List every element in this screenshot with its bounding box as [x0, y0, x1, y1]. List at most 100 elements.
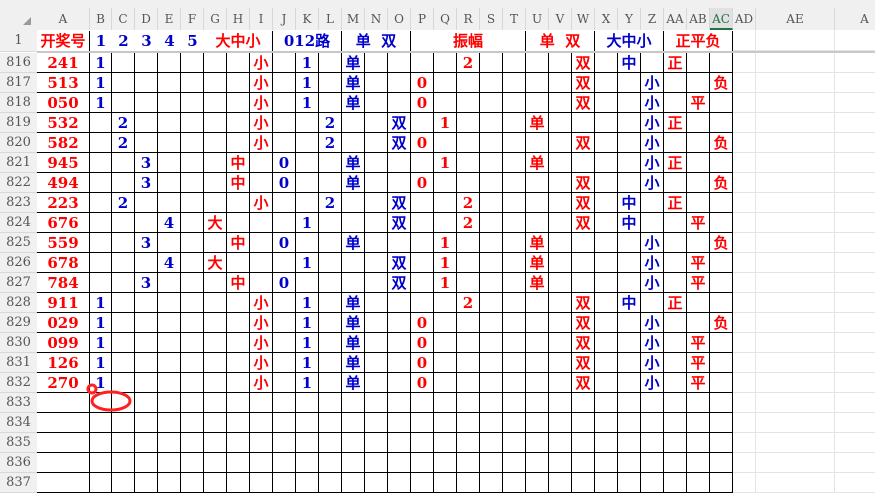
cell-z835[interactable]: [641, 433, 664, 453]
cell-u817[interactable]: [526, 73, 549, 93]
cell-aa824[interactable]: [664, 213, 687, 233]
cell-j826[interactable]: [273, 253, 296, 273]
cell-e836[interactable]: [158, 453, 181, 473]
cell-r836[interactable]: [457, 453, 480, 473]
cell-o832[interactable]: [388, 373, 411, 393]
cell-i836[interactable]: [250, 453, 273, 473]
cell-a826[interactable]: 678: [37, 253, 90, 273]
cell-ab832[interactable]: 平: [687, 373, 710, 393]
cell-a834[interactable]: [37, 413, 90, 433]
column-header-ad[interactable]: AD: [733, 8, 756, 30]
cell-j816[interactable]: [273, 53, 296, 73]
row-header-825[interactable]: 825: [0, 233, 37, 253]
cell-b825[interactable]: [90, 233, 112, 253]
cell-f826[interactable]: [181, 253, 204, 273]
cell-w822[interactable]: 双: [572, 173, 595, 193]
cell-h824[interactable]: [227, 213, 250, 233]
cell-a824[interactable]: [835, 213, 875, 233]
cell-aa836[interactable]: [664, 453, 687, 473]
cell-b819[interactable]: [90, 113, 112, 133]
cell-u832[interactable]: [526, 373, 549, 393]
cell-m829[interactable]: 单: [342, 313, 365, 333]
cell-ac831[interactable]: [710, 353, 733, 373]
cell-d824[interactable]: [135, 213, 158, 233]
row-header-819[interactable]: 819: [0, 113, 37, 133]
cell-t836[interactable]: [503, 453, 526, 473]
cell-l821[interactable]: [319, 153, 342, 173]
cell-t816[interactable]: [503, 53, 526, 73]
cell-u826[interactable]: 单: [526, 253, 549, 273]
cell-a833[interactable]: [835, 393, 875, 413]
cell-y825[interactable]: [618, 233, 641, 253]
cell-a1[interactable]: [835, 30, 875, 51]
cell-m836[interactable]: [342, 453, 365, 473]
column-header-ac[interactable]: AC: [710, 8, 733, 30]
cell-o821[interactable]: [388, 153, 411, 173]
cell-p827[interactable]: [411, 273, 434, 293]
cell-i820[interactable]: 小: [250, 133, 273, 153]
cell-t830[interactable]: [503, 333, 526, 353]
row-header-824[interactable]: 824: [0, 213, 37, 233]
cell-v830[interactable]: [549, 333, 572, 353]
cell-h819[interactable]: [227, 113, 250, 133]
cell-b823[interactable]: [90, 193, 112, 213]
cell-l833[interactable]: [319, 393, 342, 413]
cell-c816[interactable]: [112, 53, 135, 73]
cell-d826[interactable]: [135, 253, 158, 273]
cell-s832[interactable]: [480, 373, 503, 393]
cell-w831[interactable]: 双: [572, 353, 595, 373]
cell-f821[interactable]: [181, 153, 204, 173]
cell-ab830[interactable]: 平: [687, 333, 710, 353]
cell-r819[interactable]: [457, 113, 480, 133]
cell-k836[interactable]: [296, 453, 319, 473]
row-header-818[interactable]: 818: [0, 93, 37, 113]
cell-t820[interactable]: [503, 133, 526, 153]
cell-ad825[interactable]: [733, 233, 756, 253]
cell-q825[interactable]: 1: [434, 233, 457, 253]
cell-ac820[interactable]: 负: [710, 133, 733, 153]
cell-o828[interactable]: [388, 293, 411, 313]
header-u[interactable]: 单 双: [526, 31, 595, 52]
cell-u835[interactable]: [526, 433, 549, 453]
cell-b816[interactable]: 1: [90, 53, 112, 73]
cell-t829[interactable]: [503, 313, 526, 333]
cell-n832[interactable]: [365, 373, 388, 393]
cell-r834[interactable]: [457, 413, 480, 433]
cell-k826[interactable]: 1: [296, 253, 319, 273]
cell-a831[interactable]: 126: [37, 353, 90, 373]
cell-f819[interactable]: [181, 113, 204, 133]
cell-h831[interactable]: [227, 353, 250, 373]
cell-i825[interactable]: [250, 233, 273, 253]
cell-g818[interactable]: [204, 93, 227, 113]
cell-h821[interactable]: 中: [227, 153, 250, 173]
cell-k825[interactable]: [296, 233, 319, 253]
cell-j835[interactable]: [273, 433, 296, 453]
header-c[interactable]: 2: [118, 32, 129, 50]
cell-l832[interactable]: [319, 373, 342, 393]
cell-p836[interactable]: [411, 453, 434, 473]
column-header-ab[interactable]: AB: [687, 8, 710, 30]
cell-c836[interactable]: [112, 453, 135, 473]
cell-l817[interactable]: [319, 73, 342, 93]
cell-l822[interactable]: [319, 173, 342, 193]
cell-w820[interactable]: 双: [572, 133, 595, 153]
cell-x816[interactable]: [595, 53, 618, 73]
cell-v816[interactable]: [549, 53, 572, 73]
cell-h827[interactable]: 中: [227, 273, 250, 293]
cell-g826[interactable]: 大: [204, 253, 227, 273]
cell-ab834[interactable]: [687, 413, 710, 433]
cell-ad832[interactable]: [733, 373, 756, 393]
cell-y817[interactable]: [618, 73, 641, 93]
cell-u820[interactable]: [526, 133, 549, 153]
cell-q824[interactable]: [434, 213, 457, 233]
cell-ae830[interactable]: [756, 333, 835, 353]
cell-p830[interactable]: 0: [411, 333, 434, 353]
cell-t825[interactable]: [503, 233, 526, 253]
cell-ab824[interactable]: 平: [687, 213, 710, 233]
cell-u833[interactable]: [526, 393, 549, 413]
cell-w816[interactable]: 双: [572, 53, 595, 73]
cell-ac832[interactable]: [710, 373, 733, 393]
cell-d827[interactable]: 3: [135, 273, 158, 293]
cell-p832[interactable]: 0: [411, 373, 434, 393]
cell-h822[interactable]: 中: [227, 173, 250, 193]
